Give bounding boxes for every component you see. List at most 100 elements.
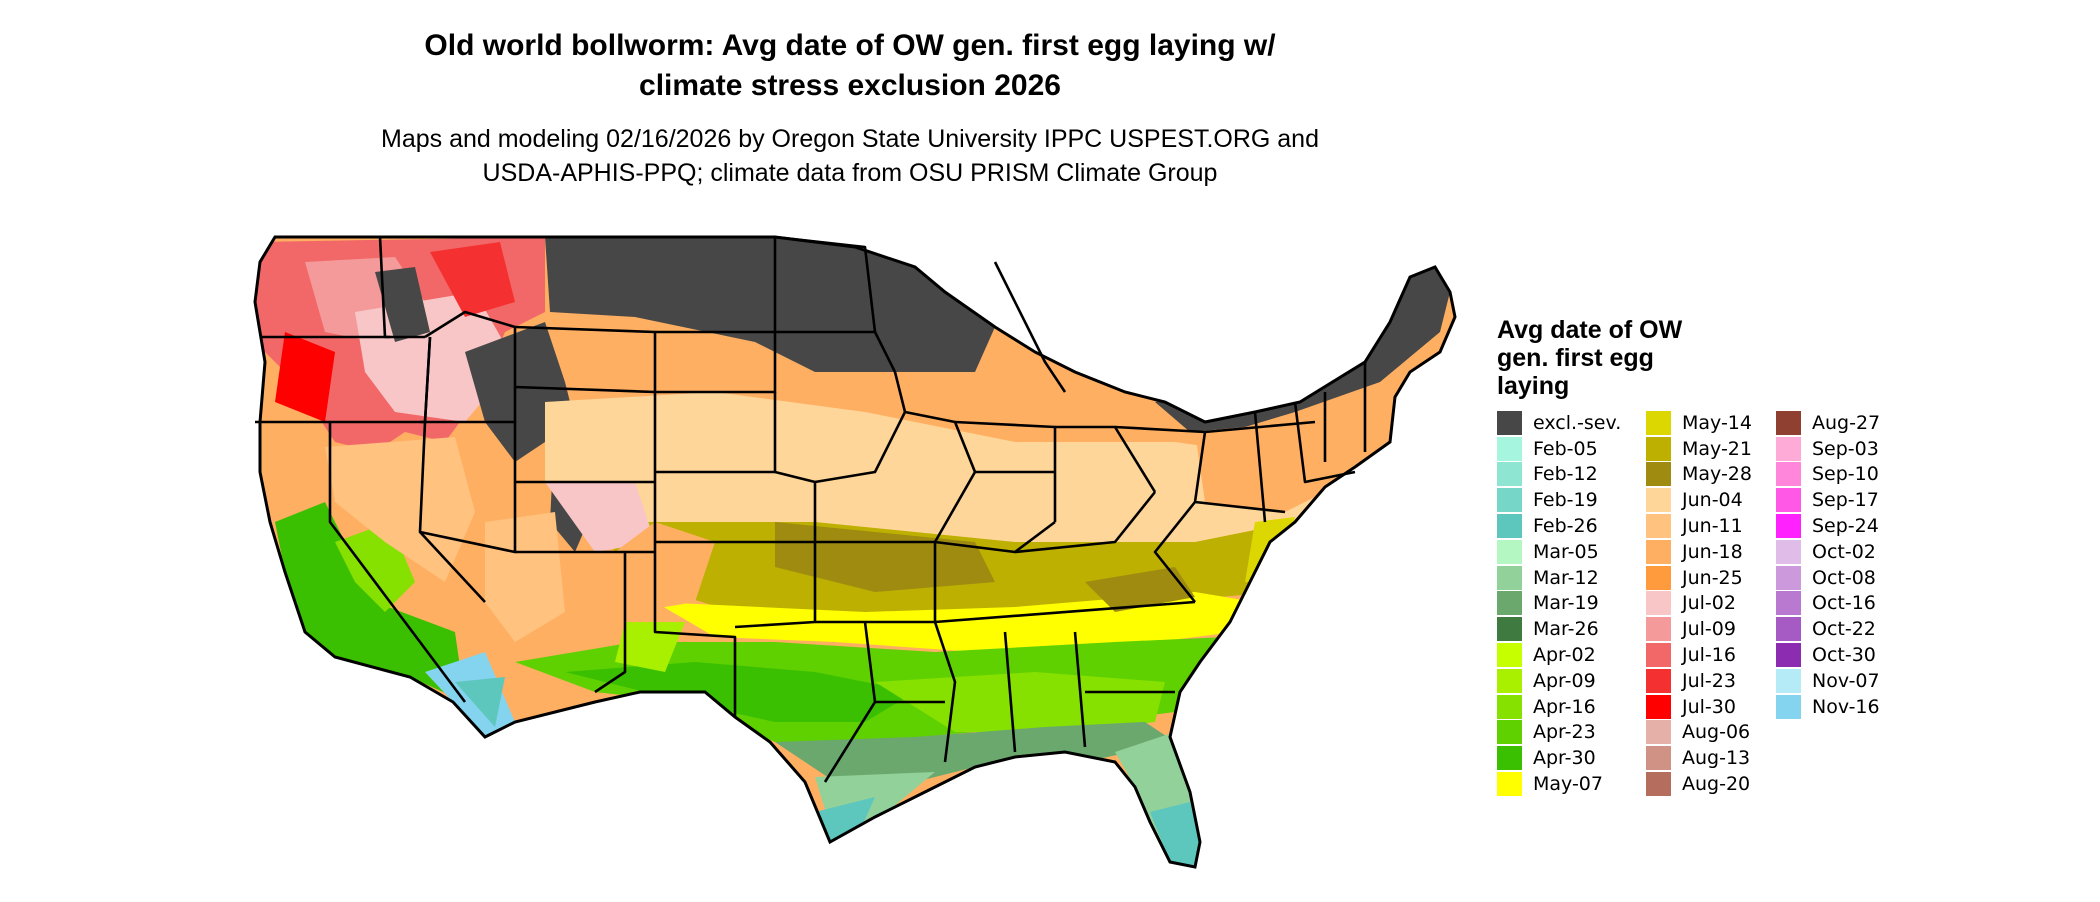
legend-item: Aug-27 (1776, 410, 1880, 436)
legend-label: Feb-12 (1533, 463, 1598, 486)
map-subtitle-line-1: Maps and modeling 02/16/2026 by Oregon S… (381, 125, 1319, 153)
legend-swatch (1646, 617, 1671, 642)
legend-item: Aug-06 (1646, 720, 1752, 746)
legend-swatch (1646, 488, 1671, 513)
legend-item: Apr-30 (1497, 745, 1621, 771)
legend-label: Jul-16 (1682, 644, 1736, 667)
legend-item: Jul-23 (1646, 668, 1752, 694)
legend-label: May-28 (1682, 463, 1752, 486)
legend-label: May-07 (1533, 773, 1603, 796)
legend-label: Mar-05 (1533, 540, 1599, 563)
legend-column-3: Aug-27 Sep-03 Sep-10 Sep-17 Sep-24 Oct-02 Oct-… (1776, 410, 1880, 720)
legend-item: Jun-25 (1646, 565, 1752, 591)
legend-swatch (1497, 488, 1522, 513)
legend-swatch (1776, 694, 1801, 719)
legend-item: Feb-05 (1497, 436, 1621, 462)
legend-label: Jul-02 (1682, 592, 1736, 615)
legend-swatch (1646, 746, 1671, 771)
legend-title-line: gen. first egg (1497, 344, 1654, 372)
legend-swatch (1497, 643, 1522, 668)
legend-swatch (1497, 694, 1522, 719)
legend-item: May-28 (1646, 462, 1752, 488)
map-subtitle-line-2: USDA-APHIS-PPQ; climate data from OSU PR… (482, 159, 1218, 187)
legend-swatch (1646, 436, 1671, 461)
legend-swatch (1497, 539, 1522, 564)
legend-item: Jul-02 (1646, 591, 1752, 617)
legend-item: Oct-16 (1776, 591, 1880, 617)
legend-item: Sep-03 (1776, 436, 1880, 462)
legend-label: Oct-16 (1812, 592, 1876, 615)
legend-item: Oct-08 (1776, 565, 1880, 591)
legend-label: Feb-26 (1533, 515, 1598, 538)
legend-swatch (1646, 643, 1671, 668)
legend-item: Mar-19 (1497, 591, 1621, 617)
legend-swatch (1646, 539, 1671, 564)
legend-label: Apr-02 (1533, 644, 1596, 667)
legend-label: Jun-11 (1682, 515, 1743, 538)
legend-column-2: May-14 May-21 May-28 Jun-04 Jun-11 Jun-18 Jun-… (1646, 410, 1752, 797)
legend-swatch (1646, 720, 1671, 745)
legend-item: May-07 (1497, 771, 1621, 797)
legend-swatch (1646, 565, 1671, 590)
legend-item: Feb-26 (1497, 513, 1621, 539)
legend-label: Aug-06 (1682, 721, 1751, 744)
legend-item: Aug-20 (1646, 771, 1752, 797)
legend-label: Jun-04 (1682, 489, 1743, 512)
legend-swatch (1497, 591, 1522, 616)
legend-item: Jul-30 (1646, 694, 1752, 720)
legend-swatch (1646, 591, 1671, 616)
legend-swatch (1646, 514, 1671, 539)
legend-label: Jun-25 (1682, 566, 1743, 589)
legend-label: Oct-08 (1812, 566, 1876, 589)
legend-label: May-14 (1682, 411, 1752, 434)
legend-swatch (1776, 668, 1801, 693)
legend-label: Jul-23 (1682, 669, 1736, 692)
legend-swatch (1497, 410, 1522, 435)
state-boundaries (255, 235, 1367, 783)
map-title-line-2: climate stress exclusion 2026 (639, 69, 1061, 102)
legend-label: Aug-27 (1812, 411, 1881, 434)
legend-swatch (1646, 410, 1671, 435)
legend-label: Jul-30 (1682, 695, 1736, 718)
legend-swatch (1776, 539, 1801, 564)
legend-swatch (1646, 694, 1671, 719)
legend-item: May-21 (1646, 436, 1752, 462)
legend-item: Sep-17 (1776, 487, 1880, 513)
legend-swatch (1497, 617, 1522, 642)
legend-label: Aug-13 (1682, 747, 1751, 770)
legend-swatch (1776, 410, 1801, 435)
conus-map (253, 235, 1457, 869)
legend-item: Feb-19 (1497, 487, 1621, 513)
legend-swatch (1497, 436, 1522, 461)
legend-item: Jun-04 (1646, 487, 1752, 513)
legend-item: Oct-22 (1776, 616, 1880, 642)
legend-swatch (1776, 462, 1801, 487)
legend-item: excl.-sev. (1497, 410, 1621, 436)
legend-swatch (1776, 488, 1801, 513)
legend-label: Nov-07 (1812, 669, 1880, 692)
legend-label: Apr-30 (1533, 747, 1596, 770)
legend-swatch (1646, 772, 1671, 797)
legend-item: Sep-24 (1776, 513, 1880, 539)
legend-swatch (1776, 514, 1801, 539)
legend-item: Oct-02 (1776, 539, 1880, 565)
legend-swatch (1497, 462, 1522, 487)
legend-title-line: laying (1497, 372, 1570, 400)
legend-swatch (1497, 746, 1522, 771)
legend-swatch (1776, 591, 1801, 616)
legend-item: Nov-07 (1776, 668, 1880, 694)
legend-item: Apr-02 (1497, 642, 1621, 668)
legend-label: Mar-12 (1533, 566, 1599, 589)
egg-laying-date-raster (255, 237, 1455, 867)
map-title-line-1: Old world bollworm: Avg date of OW gen. … (424, 29, 1276, 62)
legend-item: Mar-12 (1497, 565, 1621, 591)
legend-item: Aug-13 (1646, 745, 1752, 771)
legend-label: Oct-30 (1812, 644, 1876, 667)
legend-label: Sep-03 (1812, 437, 1879, 460)
legend-item: Jun-11 (1646, 513, 1752, 539)
legend-item: Jun-18 (1646, 539, 1752, 565)
legend-label: Mar-19 (1533, 592, 1599, 615)
legend-label: Jul-09 (1682, 618, 1736, 641)
legend-label: Sep-17 (1812, 489, 1879, 512)
